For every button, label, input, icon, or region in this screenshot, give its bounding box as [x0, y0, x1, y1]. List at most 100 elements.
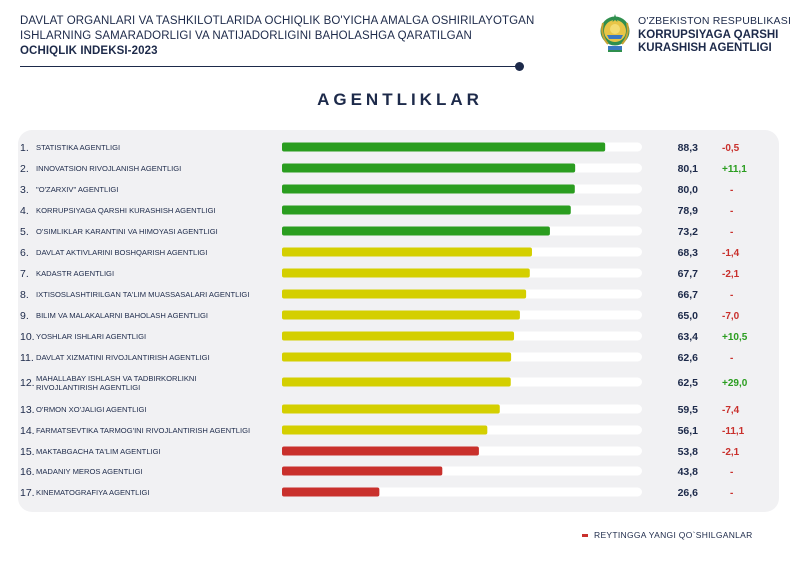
rank-label: 3.: [20, 184, 29, 196]
agency-logo: O'ZBEKISTON RESPUBLIKASI KORRUPSIYAGA QA…: [598, 13, 791, 57]
change-label: +10,5: [722, 332, 748, 343]
value-label: 26,6: [678, 487, 699, 499]
chart-title: AGENTLIKLAR: [317, 90, 483, 109]
change-label: -0,5: [722, 143, 740, 154]
value-label: 63,4: [678, 331, 699, 343]
category-label: MADANIY MEROS AGENTLIGI: [36, 467, 143, 476]
category-label: STATISTIKA AGENTLIGI: [36, 143, 120, 152]
header-line-1: DAVLAT ORGANLARI VA TASHKILOTLARIDA OCHI…: [20, 15, 535, 27]
agency-name-line-2: KORRUPSIYAGA QARSHI: [638, 28, 779, 41]
rank-label: 8.: [20, 289, 29, 301]
legend: REYTINGGA YANGI QO`SHILGANLAR: [582, 530, 753, 540]
bar: [282, 331, 515, 341]
rank-label: 10.: [20, 331, 35, 343]
category-label: BILIM VA MALAKALARNI BAHOLASH AGENTLIGI: [36, 311, 208, 320]
change-label: -7,0: [722, 311, 740, 322]
category-label: MAHALLABAY ISHLASH VA TADBIRKORLIKNI: [36, 374, 197, 383]
rank-label: 7.: [20, 268, 29, 280]
rank-label: 17.: [20, 487, 35, 499]
bar: [282, 163, 576, 173]
rank-label: 1.: [20, 142, 29, 154]
value-label: 65,0: [678, 310, 699, 322]
bar: [282, 466, 443, 476]
agency-name: O'ZBEKISTON RESPUBLIKASI KORRUPSIYAGA QA…: [638, 15, 791, 56]
change-label: -7,4: [722, 405, 740, 416]
change-label: -: [730, 227, 733, 238]
value-label: 73,2: [678, 226, 699, 238]
bar: [282, 268, 530, 278]
rank-label: 16.: [20, 466, 35, 478]
category-label: "O'ZARXIV" AGENTLIGI: [36, 185, 118, 194]
category-label: DAVLAT AKTIVLARINI BOSHQARISH AGENTLIGI: [36, 248, 207, 257]
change-label: +29,0: [722, 378, 748, 389]
header-divider: [20, 66, 520, 68]
change-label: -: [730, 467, 733, 478]
agency-name-line-3: KURASHISH AGENTLIGI: [638, 42, 772, 54]
value-label: 56,1: [678, 425, 699, 437]
rank-label: 15.: [20, 446, 35, 458]
rank-label: 2.: [20, 163, 29, 175]
rank-label: 6.: [20, 247, 29, 259]
change-label: -: [730, 206, 733, 217]
category-label: KINEMATOGRAFIYA AGENTLIGI: [36, 488, 150, 497]
bar: [282, 289, 527, 299]
rank-label: 12.: [20, 377, 35, 389]
header-divider-dot: [515, 62, 524, 71]
bar: [282, 446, 479, 456]
agency-name-line-1: O'ZBEKISTON RESPUBLIKASI: [638, 15, 792, 27]
category-label: FARMATSEVTIKA TARMOG'INI RIVOJLANTIRISH …: [36, 426, 250, 435]
category-label: O'SIMLIKLAR KARANTINI VA HIMOYASI AGENTL…: [36, 227, 218, 236]
value-label: 66,7: [678, 289, 699, 301]
category-label: KADASTR AGENTLIGI: [36, 269, 114, 278]
bar: [282, 377, 511, 387]
value-label: 68,3: [678, 247, 699, 259]
bar: [282, 247, 532, 257]
bar: [282, 142, 606, 152]
value-label: 80,0: [678, 184, 699, 196]
category-label: KORRUPSIYAGA QARSHI KURASHISH AGENTLIGI: [36, 206, 216, 215]
bar: [282, 226, 550, 236]
legend-label: REYTINGGA YANGI QO`SHILGANLAR: [594, 530, 753, 540]
rank-label: 14.: [20, 425, 35, 437]
change-label: -: [730, 290, 733, 301]
bar: [282, 184, 575, 194]
value-label: 67,7: [678, 268, 699, 280]
change-label: -1,4: [722, 248, 740, 259]
bar: [282, 425, 488, 435]
change-label: -11,1: [722, 426, 745, 437]
rank-label: 5.: [20, 226, 29, 238]
value-label: 80,1: [678, 163, 699, 175]
bar: [282, 404, 500, 414]
category-label: IXTISOSLASHTIRILGAN TA'LIM MUASSASALARI …: [36, 290, 249, 299]
state-emblem-icon: [600, 14, 630, 52]
change-label: -2,1: [722, 447, 740, 458]
category-label: MAKTABGACHA TA'LIM AGENTLIGI: [36, 447, 161, 456]
header-text: DAVLAT ORGANLARI VA TASHKILOTLARIDA OCHI…: [20, 14, 534, 59]
bar: [282, 487, 380, 497]
header-line-2: ISHLARNING SAMARADORLIGI VA NATIJADORLIG…: [20, 30, 472, 42]
category-label: YOSHLAR ISHLARI AGENTLIGI: [36, 332, 146, 341]
rank-label: 9.: [20, 310, 29, 322]
rank-label: 4.: [20, 205, 29, 217]
header-line-3: OCHIQLIK INDEKSI-2023: [20, 45, 158, 57]
category-label: O'RMON XO'JALIGI AGENTLIGI: [36, 405, 147, 414]
change-label: +11,1: [722, 164, 747, 175]
value-label: 43,8: [678, 466, 699, 478]
rank-label: 11.: [20, 352, 34, 364]
value-label: 59,5: [678, 404, 699, 416]
category-label-line-2: RIVOJLANTIRISH AGENTLIGI: [36, 383, 140, 392]
rank-label: 13.: [20, 404, 35, 416]
value-label: 53,8: [678, 446, 699, 458]
change-label: -: [730, 488, 733, 499]
bar: [282, 205, 571, 215]
category-label: DAVLAT XIZMATINI RIVOJLANTIRISH AGENTLIG…: [36, 353, 210, 362]
change-label: -: [730, 185, 733, 196]
bar: [282, 310, 520, 320]
category-label: INNOVATSION RIVOJLANISH AGENTLIGI: [36, 164, 181, 173]
change-label: -: [730, 353, 733, 364]
change-label: -2,1: [722, 269, 740, 280]
legend-swatch: [582, 534, 588, 538]
bar: [282, 352, 512, 362]
value-label: 62,5: [678, 377, 699, 389]
